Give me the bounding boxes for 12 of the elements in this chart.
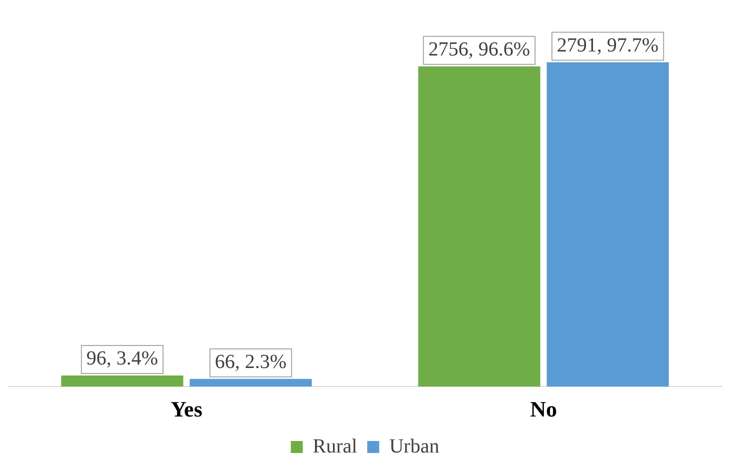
bar <box>418 66 540 387</box>
bar <box>546 62 669 387</box>
bar <box>61 375 184 387</box>
legend-label: Rural <box>312 435 358 458</box>
bar <box>190 378 312 387</box>
x-tick-label: No <box>530 396 557 422</box>
legend-label: Urban <box>389 435 440 458</box>
x-tick-label: Yes <box>170 396 203 422</box>
data-label: 96, 3.4% <box>86 348 158 370</box>
data-label: 2791, 97.7% <box>556 34 659 57</box>
data-label: 2756, 96.6% <box>428 38 530 61</box>
data-label: 66, 2.3% <box>214 351 287 374</box>
